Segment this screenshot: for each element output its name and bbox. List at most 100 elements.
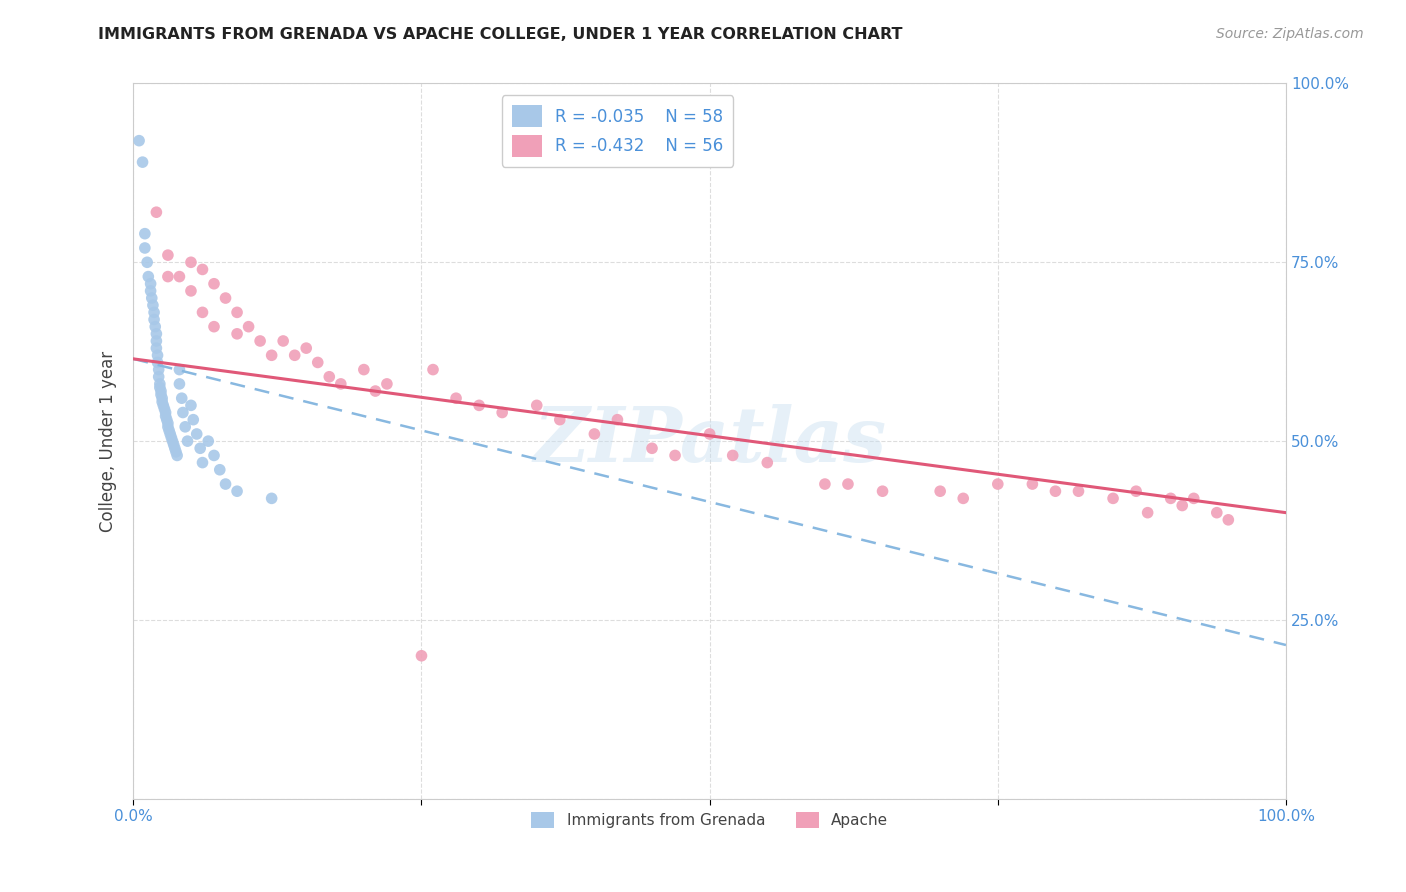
Point [150, 391, 173, 405]
Point [145, 205, 167, 219]
Point [318, 369, 340, 384]
Point [165, 445, 187, 459]
Point [226, 326, 249, 341]
Point [170, 391, 193, 405]
Point [295, 341, 318, 355]
Point [329, 376, 352, 391]
Point [134, 227, 156, 241]
Point [952, 491, 974, 506]
Point [1125, 484, 1147, 499]
Point [202, 277, 225, 291]
Point [163, 442, 186, 456]
Point [152, 398, 174, 412]
Point [156, 248, 179, 262]
Point [526, 398, 548, 412]
Point [191, 305, 214, 319]
Point [814, 477, 837, 491]
Point [444, 391, 467, 405]
Text: Source: ZipAtlas.com: Source: ZipAtlas.com [1216, 27, 1364, 41]
Point [1045, 484, 1067, 499]
Point [163, 438, 186, 452]
Point [307, 355, 329, 369]
Point [202, 319, 225, 334]
Point [226, 305, 249, 319]
Point [260, 348, 283, 362]
Point [411, 648, 433, 663]
Point [156, 416, 179, 430]
Point [156, 412, 179, 426]
Point [1067, 484, 1090, 499]
Point [1102, 491, 1125, 506]
Point [375, 376, 398, 391]
Point [180, 284, 202, 298]
Point [169, 269, 191, 284]
Point [260, 491, 283, 506]
Point [422, 362, 444, 376]
Point [136, 255, 159, 269]
Point [664, 449, 686, 463]
Point [987, 477, 1010, 491]
Point [146, 355, 169, 369]
Point [150, 394, 173, 409]
Point [149, 380, 172, 394]
Point [149, 376, 172, 391]
Point [145, 334, 167, 348]
Point [929, 484, 952, 499]
Point [1021, 477, 1043, 491]
Point [353, 362, 375, 376]
Point [180, 255, 202, 269]
Point [148, 362, 170, 376]
Point [641, 442, 664, 456]
Point [142, 298, 165, 312]
Point [1136, 506, 1159, 520]
Point [162, 434, 184, 449]
Text: IMMIGRANTS FROM GRENADA VS APACHE COLLEGE, UNDER 1 YEAR CORRELATION CHART: IMMIGRANTS FROM GRENADA VS APACHE COLLEG… [98, 27, 903, 42]
Point [145, 341, 167, 355]
Point [155, 405, 177, 419]
Point [721, 449, 744, 463]
Point [197, 434, 219, 449]
Point [214, 477, 236, 491]
Point [364, 384, 387, 398]
Point [139, 284, 162, 298]
Text: ZIPatlas: ZIPatlas [533, 404, 886, 478]
Point [156, 269, 179, 284]
Point [1160, 491, 1182, 506]
Point [180, 398, 202, 412]
Point [181, 412, 204, 426]
Point [284, 348, 307, 362]
Point [1171, 499, 1194, 513]
Point [160, 431, 183, 445]
Point [146, 348, 169, 362]
Point [156, 420, 179, 434]
Point [837, 477, 859, 491]
Point [150, 384, 173, 398]
Point [143, 312, 166, 326]
Point [148, 369, 170, 384]
Point [145, 326, 167, 341]
Point [202, 449, 225, 463]
Point [226, 484, 249, 499]
Point [1182, 491, 1205, 506]
Point [1218, 513, 1240, 527]
Point [271, 334, 294, 348]
Point [143, 305, 166, 319]
Point [136, 269, 159, 284]
Point [155, 409, 177, 423]
Point [208, 463, 231, 477]
Point [756, 456, 779, 470]
Point [468, 398, 491, 412]
Point [174, 420, 197, 434]
Point [699, 427, 721, 442]
Point [548, 412, 571, 426]
Point [214, 291, 236, 305]
Point [169, 362, 191, 376]
Point [583, 427, 606, 442]
Point [157, 424, 180, 438]
Point [872, 484, 894, 499]
Point [131, 155, 153, 169]
Point [139, 277, 162, 291]
Point [606, 412, 628, 426]
Point [1205, 506, 1227, 520]
Point [176, 434, 198, 449]
